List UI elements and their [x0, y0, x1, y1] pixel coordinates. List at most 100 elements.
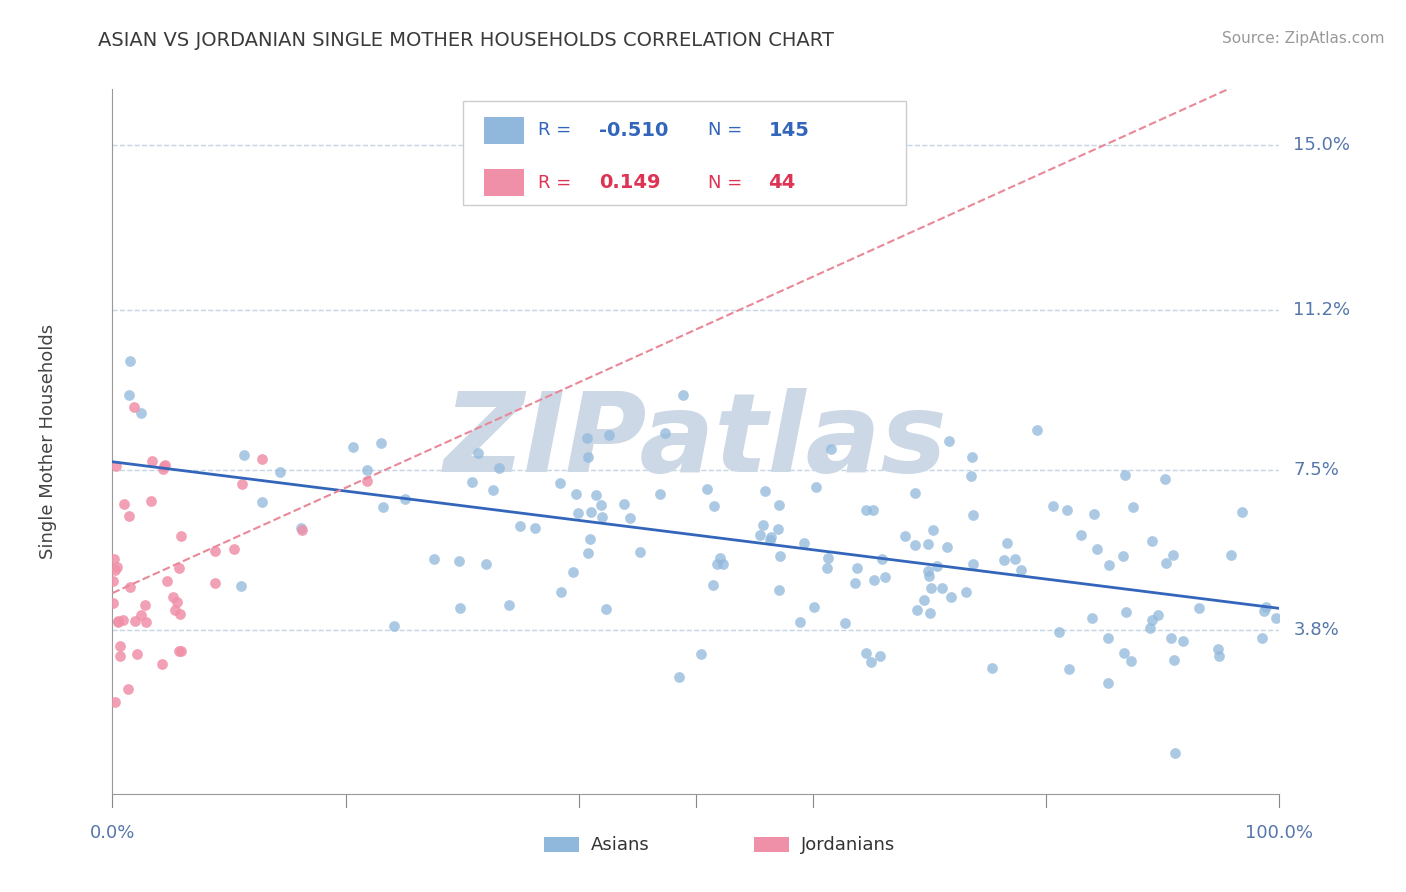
Point — [962, 508, 984, 523]
Point — [981, 661, 1004, 675]
Text: ZIPatlas: ZIPatlas — [444, 388, 948, 495]
Point — [118, 509, 141, 524]
Point — [955, 585, 977, 599]
Point — [904, 538, 927, 552]
Point — [204, 544, 226, 558]
Point — [150, 657, 173, 672]
Point — [356, 463, 378, 477]
Point — [711, 557, 734, 571]
Point — [1264, 611, 1286, 625]
Point — [585, 488, 607, 502]
Point — [370, 436, 392, 450]
Point — [162, 590, 184, 604]
Point — [231, 477, 253, 491]
Point — [1188, 600, 1211, 615]
Text: 100.0%: 100.0% — [1246, 824, 1313, 842]
Point — [931, 581, 953, 595]
Point — [567, 506, 589, 520]
Point — [1080, 611, 1102, 625]
Point — [101, 596, 124, 610]
Point — [815, 561, 838, 575]
Point — [550, 584, 572, 599]
Point — [269, 465, 291, 479]
Point — [936, 541, 959, 555]
Point — [1042, 499, 1064, 513]
Point — [250, 494, 273, 508]
Point — [793, 536, 815, 550]
FancyBboxPatch shape — [484, 169, 524, 196]
Point — [598, 428, 620, 442]
Point — [862, 503, 884, 517]
Point — [449, 554, 471, 568]
Point — [803, 600, 825, 615]
Point — [1010, 563, 1032, 577]
Point — [595, 601, 617, 615]
Point — [1142, 533, 1164, 548]
Point — [1070, 528, 1092, 542]
Point — [169, 560, 191, 574]
Point — [1057, 662, 1080, 676]
Point — [1140, 613, 1163, 627]
Point — [1253, 604, 1275, 618]
Point — [474, 557, 496, 571]
Text: Jordanians: Jordanians — [801, 836, 896, 854]
Point — [356, 474, 378, 488]
Point — [579, 505, 602, 519]
Point — [576, 546, 599, 560]
Point — [706, 557, 728, 571]
Point — [112, 497, 135, 511]
Point — [703, 499, 725, 513]
Point — [869, 649, 891, 664]
Point — [467, 446, 489, 460]
Point — [1083, 508, 1105, 522]
Point — [941, 590, 963, 604]
Text: 0.149: 0.149 — [599, 173, 661, 192]
Point — [1112, 646, 1135, 660]
Text: Single Mother Households: Single Mother Households — [39, 324, 58, 559]
Point — [156, 574, 179, 588]
Point — [690, 647, 713, 661]
Point — [769, 549, 792, 564]
Point — [817, 551, 839, 566]
Point — [153, 458, 176, 473]
Point — [938, 434, 960, 448]
Point — [1121, 654, 1143, 668]
Point — [758, 533, 780, 548]
Text: 44: 44 — [768, 173, 796, 192]
Point — [1004, 551, 1026, 566]
Text: 0.0%: 0.0% — [90, 824, 135, 842]
Point — [498, 599, 520, 613]
Point — [565, 486, 588, 500]
Point — [232, 448, 254, 462]
Point — [628, 545, 651, 559]
Point — [124, 614, 146, 628]
Point — [576, 431, 599, 445]
Point — [423, 552, 446, 566]
Point — [768, 498, 790, 512]
FancyBboxPatch shape — [463, 101, 905, 205]
Point — [141, 453, 163, 467]
Point — [751, 518, 773, 533]
Text: 145: 145 — [768, 121, 810, 140]
Point — [650, 486, 672, 500]
Text: R =: R = — [538, 121, 572, 139]
Point — [1163, 653, 1185, 667]
Point — [107, 615, 129, 629]
Point — [920, 606, 942, 620]
Point — [1146, 607, 1168, 622]
Point — [166, 595, 188, 609]
Text: -0.510: -0.510 — [599, 121, 668, 140]
Point — [844, 575, 866, 590]
Point — [668, 670, 690, 684]
Point — [117, 681, 139, 696]
Point — [1230, 505, 1253, 519]
Point — [749, 528, 772, 542]
Point — [834, 616, 856, 631]
Point — [107, 615, 129, 629]
Point — [1208, 649, 1230, 664]
Point — [922, 523, 945, 537]
Point — [1025, 423, 1047, 437]
Point — [135, 615, 157, 629]
Point — [995, 536, 1018, 550]
Point — [152, 458, 174, 473]
